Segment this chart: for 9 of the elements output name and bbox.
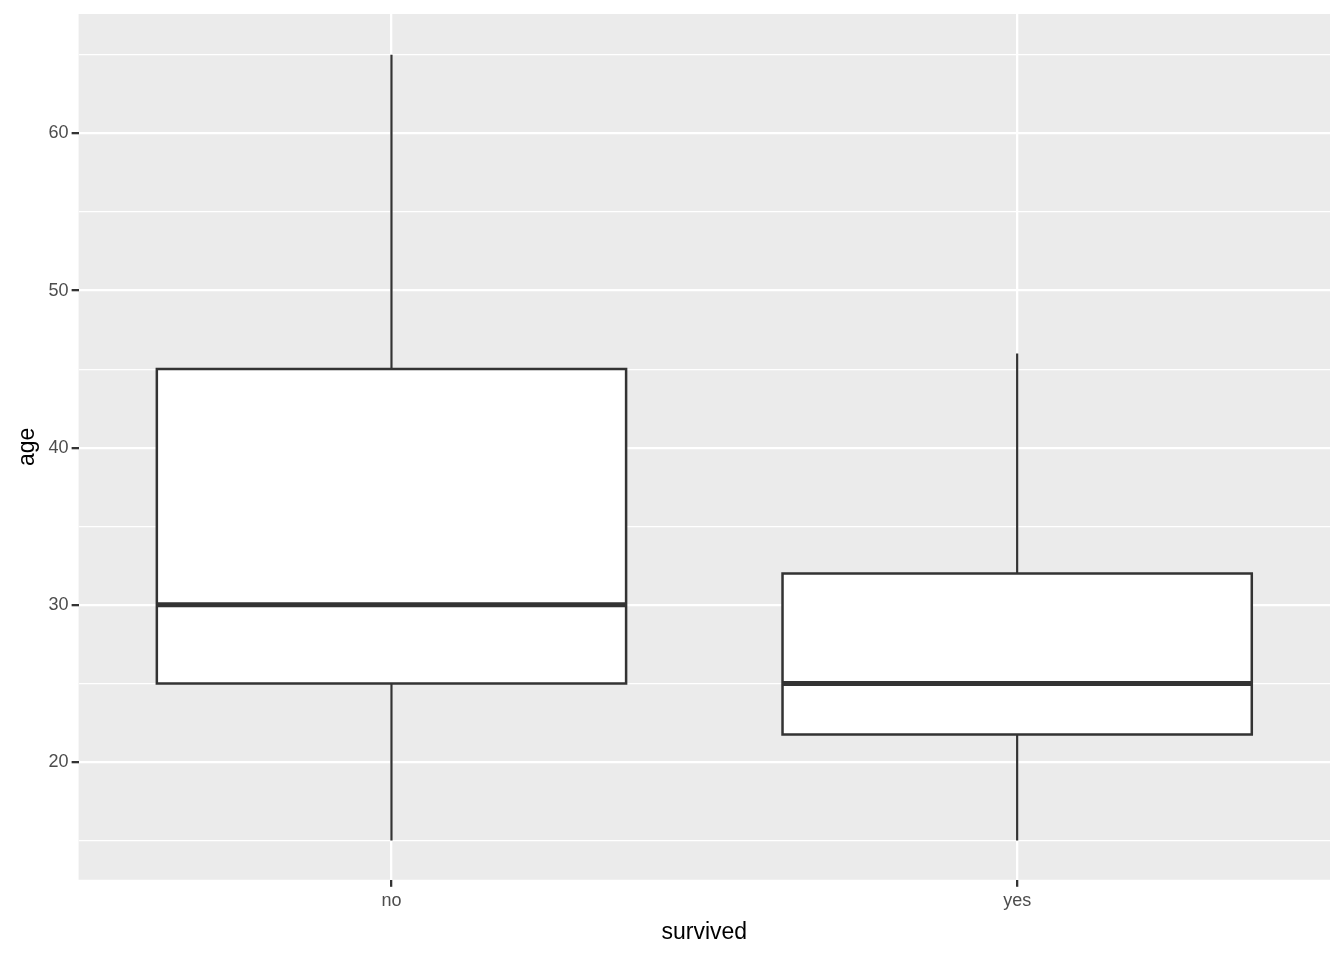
x-axis-title: survived — [661, 917, 748, 944]
y-tick-label: 50 — [48, 279, 69, 300]
y-tick-label: 20 — [48, 750, 69, 771]
x-tick-label: yes — [1003, 889, 1032, 910]
y-tick-label: 40 — [48, 436, 69, 457]
y-tick-label: 30 — [48, 593, 69, 614]
x-tick-label: no — [381, 889, 402, 910]
y-tick-label: 60 — [48, 122, 69, 143]
y-axis-title: age — [13, 427, 40, 467]
